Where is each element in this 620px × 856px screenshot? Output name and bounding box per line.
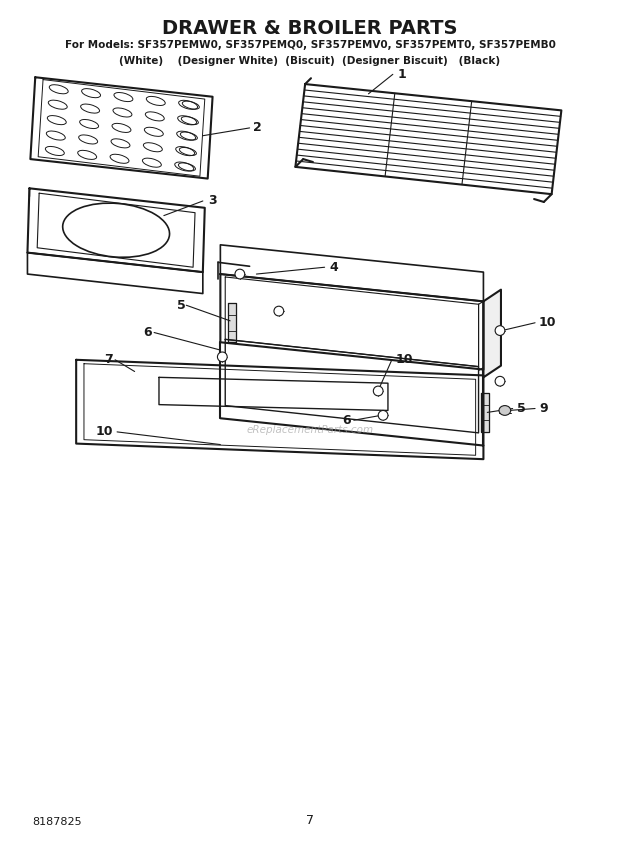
Circle shape bbox=[274, 306, 284, 316]
Text: 8187825: 8187825 bbox=[32, 817, 82, 828]
Polygon shape bbox=[295, 84, 561, 194]
Circle shape bbox=[373, 386, 383, 395]
Text: 5: 5 bbox=[177, 299, 185, 312]
Text: DRAWER & BROILER PARTS: DRAWER & BROILER PARTS bbox=[162, 19, 458, 38]
Text: 4: 4 bbox=[329, 261, 339, 274]
Polygon shape bbox=[220, 245, 484, 301]
Text: 6: 6 bbox=[342, 413, 351, 426]
Text: 6: 6 bbox=[144, 326, 152, 339]
Circle shape bbox=[218, 352, 227, 362]
Text: 9: 9 bbox=[539, 402, 547, 415]
Text: (White)    (Designer White)  (Biscuit)  (Designer Biscuit)   (Black): (White) (Designer White) (Biscuit) (Desi… bbox=[120, 56, 500, 66]
Polygon shape bbox=[30, 77, 213, 179]
Polygon shape bbox=[220, 274, 484, 370]
Polygon shape bbox=[76, 360, 484, 459]
Polygon shape bbox=[482, 393, 489, 432]
Text: 10: 10 bbox=[95, 425, 113, 438]
Text: For Models: SF357PEMW0, SF357PEMQ0, SF357PEMV0, SF357PEMT0, SF357PEMB0: For Models: SF357PEMW0, SF357PEMQ0, SF35… bbox=[64, 40, 556, 51]
Polygon shape bbox=[228, 303, 236, 342]
Text: eReplacementParts.com: eReplacementParts.com bbox=[246, 425, 374, 435]
Text: 3: 3 bbox=[208, 194, 216, 207]
Polygon shape bbox=[27, 188, 205, 272]
Text: 2: 2 bbox=[254, 122, 262, 134]
Text: 10: 10 bbox=[396, 354, 414, 366]
Ellipse shape bbox=[499, 406, 511, 415]
Circle shape bbox=[235, 269, 245, 279]
Circle shape bbox=[495, 325, 505, 336]
Text: 5: 5 bbox=[516, 402, 525, 415]
Text: 7: 7 bbox=[306, 814, 314, 828]
Circle shape bbox=[378, 411, 388, 420]
Text: 10: 10 bbox=[539, 316, 557, 330]
Circle shape bbox=[495, 377, 505, 386]
Text: 7: 7 bbox=[104, 354, 113, 366]
Polygon shape bbox=[484, 289, 501, 377]
Text: 1: 1 bbox=[397, 68, 407, 80]
Polygon shape bbox=[27, 253, 203, 294]
